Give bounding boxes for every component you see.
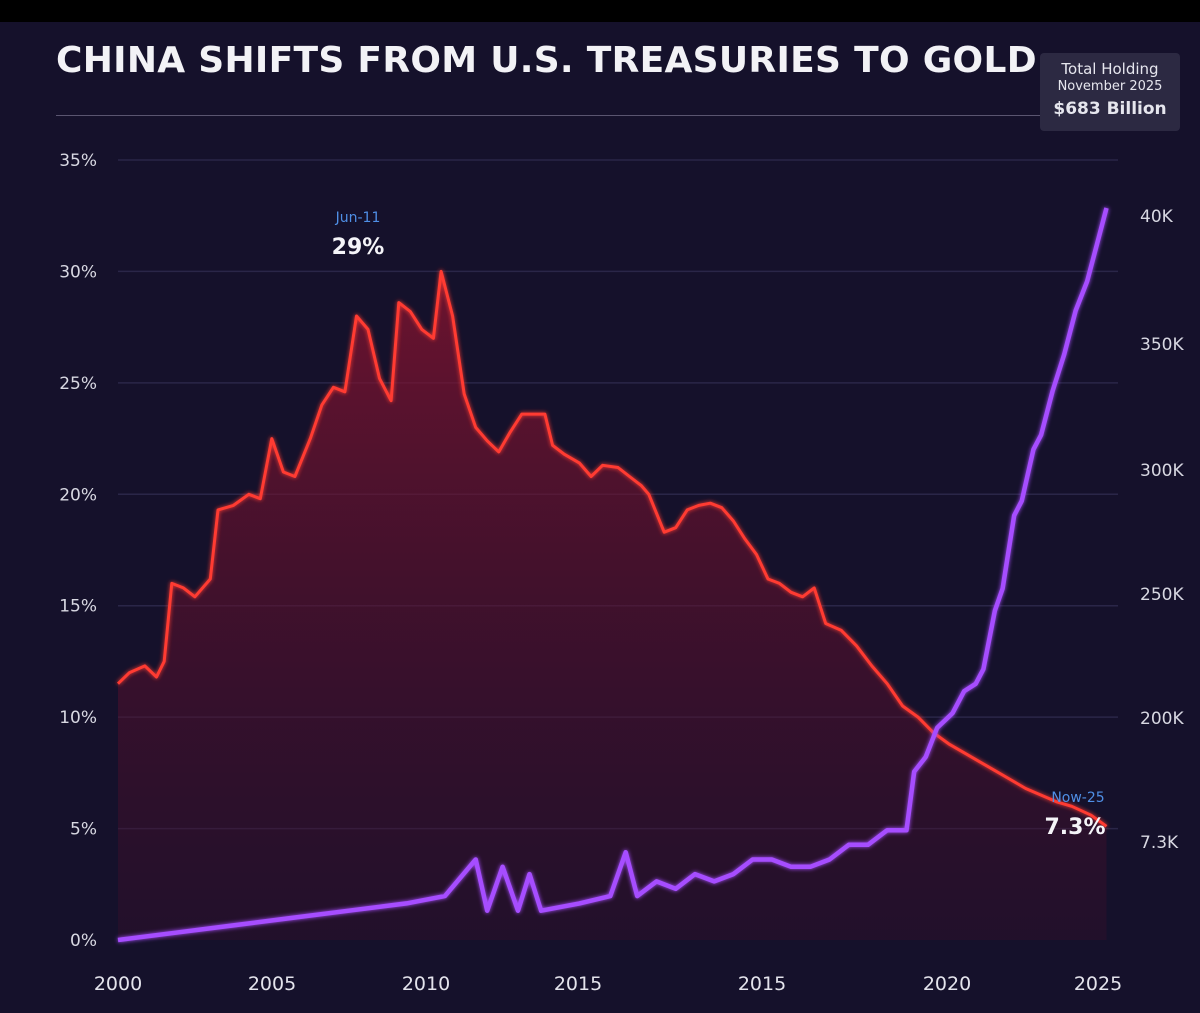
right-y-tick-label: 250K	[1140, 585, 1184, 605]
y-tick-label: 20%	[59, 485, 97, 505]
right-y-tick-label: 350K	[1140, 335, 1184, 355]
x-tick-label: 2020	[923, 973, 971, 995]
holding-date: November 2025	[1057, 79, 1163, 94]
y-tick-label: 30%	[59, 262, 97, 282]
total-holding-box: Total Holding November 2025 $683 Billion	[1040, 53, 1180, 131]
x-tick-label: 2005	[248, 973, 296, 995]
peak-value-label: 29%	[332, 235, 385, 260]
right-y-tick-label: 40K	[1140, 207, 1174, 227]
holding-label: Total Holding	[1061, 60, 1159, 78]
treasury-share-line	[116, 269, 1108, 828]
x-tick-label: 2015	[738, 973, 786, 995]
right-y-tick-label: 200K	[1140, 709, 1184, 729]
title-divider	[56, 115, 1041, 116]
y-tick-label: 0%	[70, 931, 97, 951]
x-tick-label: 2015	[554, 973, 602, 995]
y-tick-label: 15%	[59, 597, 97, 617]
treasury-area-fill	[118, 271, 1107, 940]
gold-holdings-line	[117, 207, 1109, 943]
x-tick-label: 2000	[94, 973, 142, 995]
x-tick-label: 2010	[402, 973, 450, 995]
y-tick-label: 10%	[59, 708, 97, 728]
y-tick-label: 25%	[59, 374, 97, 394]
top-black-bar	[0, 0, 1200, 22]
current-value-label: 7.3%	[1044, 815, 1105, 840]
right-y-tick-label: 7.3K	[1140, 833, 1179, 853]
holding-value: $683 Billion	[1053, 99, 1167, 119]
right-y-tick-label: 300K	[1140, 461, 1184, 481]
x-tick-label: 2025	[1074, 973, 1122, 995]
y-tick-label: 5%	[70, 820, 97, 840]
chart-title: CHINA SHIFTS FROM U.S. TREASURIES TO GOL…	[56, 40, 1037, 81]
y-tick-label: 35%	[59, 151, 97, 171]
peak-date-label: Jun-11	[335, 210, 381, 226]
current-date-label: Now-25	[1051, 790, 1104, 806]
